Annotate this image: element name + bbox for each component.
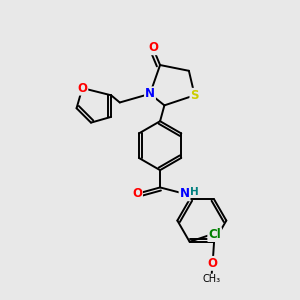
Text: O: O [132,187,142,200]
Text: CH₃: CH₃ [202,274,220,284]
Text: O: O [208,257,218,270]
Text: H: H [190,187,199,197]
Text: N: N [145,87,155,100]
Text: O: O [77,82,87,94]
Text: Cl: Cl [208,228,221,241]
Text: N: N [180,187,190,200]
Text: O: O [148,41,158,54]
Text: S: S [190,89,199,102]
